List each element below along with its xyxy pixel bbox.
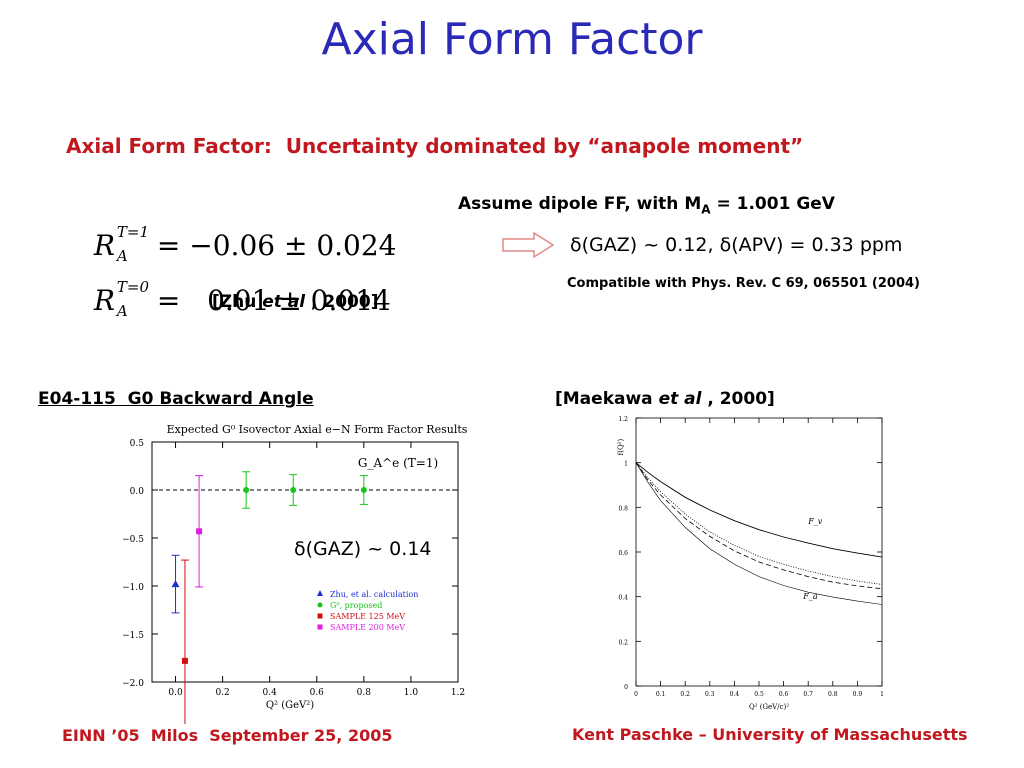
y-tick-label: 0.8 (618, 505, 628, 512)
y-tick-label: 0.4 (618, 595, 628, 602)
zhu-reference: [Zhu et al , 2000] (212, 292, 379, 312)
series-line (635, 462, 883, 590)
assume-tail: = 1.001 GeV (710, 194, 835, 214)
legend-marker (317, 613, 323, 619)
legend-marker (317, 602, 323, 608)
y-tick-label: 0.6 (618, 550, 628, 557)
x-tick-label: 0.0 (168, 688, 183, 698)
x-tick-label: 0.7 (803, 691, 813, 698)
y-tick-label: 1 (624, 461, 628, 468)
y-tick-label: −1.5 (122, 631, 144, 641)
maekawa-post: , 2000] (701, 389, 775, 409)
x-tick-label: 0.8 (828, 691, 838, 698)
data-point (360, 487, 367, 493)
eq1-rhs: = −0.06 ± 0.024 (156, 229, 397, 262)
x-tick-label: 0.2 (215, 688, 229, 698)
eq2-rhs: = 0.01 ± 0.014 (156, 284, 391, 317)
y-tick-label: −2.0 (122, 679, 144, 689)
maekawa-pre: [Maekawa (555, 389, 659, 409)
eq1-R: R (93, 229, 115, 262)
x-tick-label: 0.2 (680, 691, 690, 698)
data-point (290, 487, 297, 493)
x-tick-label: 0.5 (754, 691, 764, 698)
result-line: δ(GAZ) ~ 0.12, δ(APV) = 0.33 ppm (570, 234, 903, 256)
x-tick-label: 1.0 (404, 688, 419, 698)
x-tick-label: 0.4 (263, 688, 278, 698)
assume-dipole-text: Assume dipole FF, with MA = 1.001 GeV (458, 194, 835, 216)
x-axis-label: Q² (GeV/c)² (749, 703, 789, 711)
equation-t0: R T=0 A = 0.01 ± 0.014 (76, 251, 391, 320)
legend-label: Zhu, et al. calculation (330, 590, 418, 599)
plot-frame (635, 417, 883, 687)
y-tick-label: 0.5 (130, 439, 145, 449)
maekawa-formfactor-chart: 1.2 1 0.8 0.6 0.4 0.2 00 0.1 0.2 0.3 0.4 0.5 0.6 0.7 0… (617, 416, 884, 711)
y-tick-label: −1.0 (122, 583, 144, 593)
compatible-note: Compatible with Phys. Rev. C 69, 065501 … (567, 276, 920, 291)
annotation-ga: G_A^e (T=1) (358, 456, 438, 470)
data-point (171, 580, 180, 588)
x-tick-label: 0.6 (779, 691, 789, 698)
right-chart-label: [Maekawa et al , 2000] (555, 389, 775, 409)
y-tick-label: 1.2 (618, 416, 628, 423)
maekawa-etal: et al (658, 389, 702, 409)
right-arrow-icon (502, 232, 554, 258)
x-tick-label: 1 (880, 691, 884, 698)
assume-main: Assume dipole FF, with M (458, 194, 702, 214)
zhu-ref-etal: et al (262, 292, 306, 312)
legend-label: G⁰, proposed (330, 601, 382, 610)
equation-t1: R T=1 A = −0.06 ± 0.024 (76, 196, 397, 265)
x-tick-label: 0.4 (730, 691, 740, 698)
y-tick-label: 0.2 (618, 639, 628, 646)
plot-frame (151, 441, 459, 683)
series-line (635, 462, 883, 605)
y-tick-label: 0.0 (130, 487, 145, 497)
legend-label: SAMPLE 200 MeV (330, 623, 405, 632)
x-tick-label: 0.3 (705, 691, 715, 698)
x-tick-label: 0.6 (310, 688, 325, 698)
y-tick-label: −0.5 (122, 535, 144, 545)
slide-title: Axial Form Factor (321, 14, 703, 65)
left-chart-label: E04-115 G0 Backward Angle (38, 389, 314, 409)
data-point (196, 528, 203, 535)
legend-marker (317, 590, 323, 596)
assume-sub: A (701, 202, 711, 217)
x-axis-label: Q² (GeV²) (266, 700, 314, 711)
data-point (181, 657, 188, 664)
slide-subtitle: Axial Form Factor: Uncertainty dominated… (66, 134, 804, 158)
y-axis-label: f(Q²) (617, 438, 625, 455)
legend-marker (317, 624, 323, 630)
footer-right: Kent Paschke – University of Massachuset… (572, 725, 968, 744)
series-label-fv: F_v (807, 517, 823, 526)
series-line (635, 462, 883, 558)
y-tick-label: 0 (624, 684, 628, 691)
eq2-sup: T=0 (116, 278, 150, 296)
chart-title: Expected G⁰ Isovector Axial e−N Form Fac… (167, 423, 468, 436)
eq1-sub: A (116, 247, 128, 265)
data-point (243, 487, 250, 493)
series-line (635, 462, 883, 585)
series-label-fa: F_a (802, 592, 818, 601)
zhu-ref-pre: [Zhu (212, 292, 263, 312)
x-tick-label: 0.1 (656, 691, 666, 698)
eq2-R: R (93, 284, 115, 317)
g0-axial-chart: Expected G⁰ Isovector Axial e−N Form Fac… (122, 423, 468, 724)
x-tick-label: 0.8 (357, 688, 372, 698)
delta-ga-label: δ(GAZ) ~ 0.14 (294, 538, 432, 560)
legend-label: SAMPLE 125 MeV (330, 612, 405, 621)
eq1-sup: T=1 (116, 223, 150, 241)
eq2-sub: A (116, 302, 128, 320)
x-tick-label: 0.9 (853, 691, 863, 698)
footer-left: EINN ’05 Milos September 25, 2005 (62, 726, 393, 745)
x-tick-label: 1.2 (451, 688, 465, 698)
x-tick-label: 0 (634, 691, 638, 698)
zhu-ref-post: , 2000] (305, 292, 379, 312)
